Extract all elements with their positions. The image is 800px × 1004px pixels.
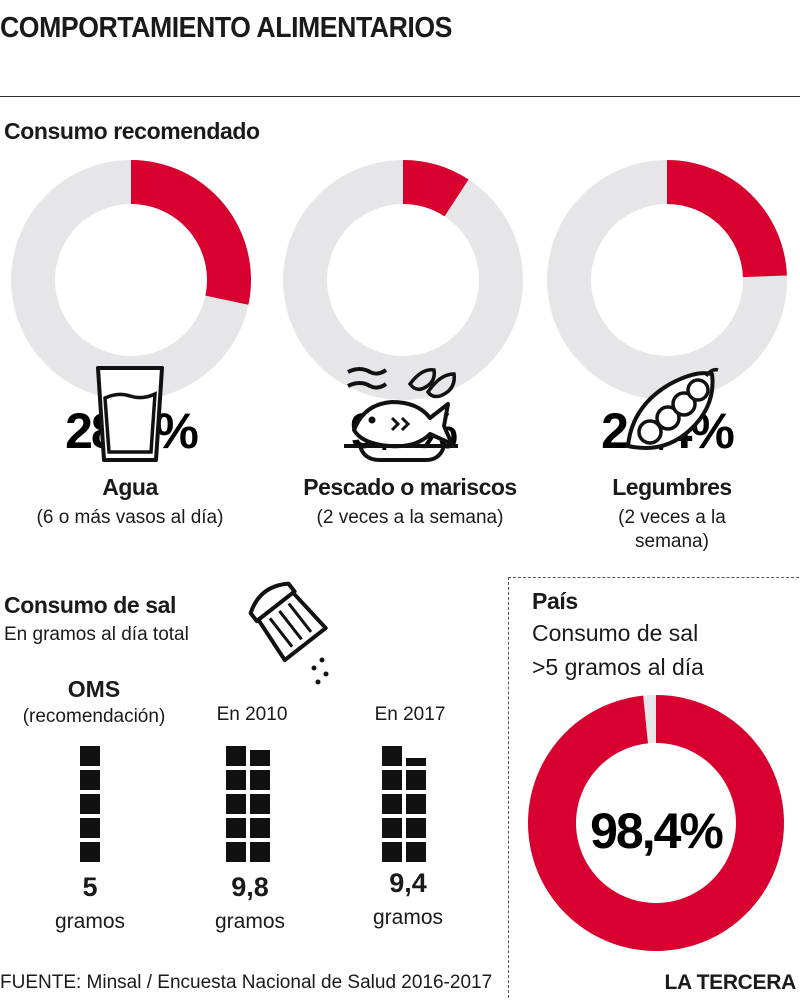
donut-pescado	[283, 160, 523, 400]
salt-gram-block	[80, 818, 100, 838]
sub-agua: (6 o más vasos al día)	[36, 507, 224, 528]
country-panel	[508, 577, 800, 998]
salt-gram-block	[80, 842, 100, 862]
salt-gram-block	[406, 770, 426, 790]
source-footer: FUENTE: Minsal / Encuesta Nacional de Sa…	[0, 972, 493, 993]
salt-gram-block	[250, 818, 270, 838]
donut-2-slice	[667, 160, 787, 278]
donut-agua	[11, 160, 252, 400]
salt-gram-block	[382, 770, 402, 790]
donut-country-slice	[528, 695, 784, 951]
salt-subtitle: En gramos al día total	[4, 624, 189, 645]
title-divider	[0, 96, 800, 97]
col-head2-oms: (recomendación)	[22, 706, 166, 727]
salt-gram-block	[250, 770, 270, 790]
salt-gram-block	[382, 842, 402, 862]
unit-2010: gramos	[214, 910, 286, 933]
col-head-2010: En 2010	[216, 704, 288, 725]
salt-gram-block	[80, 770, 100, 790]
sub-legumbres-line1: (2 veces a la	[618, 507, 726, 528]
salt-gram-block	[382, 794, 402, 814]
salt-gram-block	[226, 842, 246, 862]
value-2010: 9,8	[231, 872, 269, 902]
value-2017: 9,4	[389, 868, 427, 898]
salt-gram-block	[406, 758, 426, 766]
fish-plate-icon	[344, 367, 458, 462]
sub-legumbres-line2: semana)	[635, 531, 709, 552]
salt-gram-block	[80, 794, 100, 814]
pct-label-country: 98,4%	[590, 803, 723, 859]
sub-pescado: (2 veces a la semana)	[316, 507, 504, 528]
donut-legumbres	[547, 160, 787, 400]
donut-1-slice	[403, 160, 469, 217]
salt-gram-block	[406, 842, 426, 862]
salt-gram-block	[250, 750, 270, 766]
salt-gram-block	[382, 746, 402, 766]
country-title: País	[532, 588, 578, 614]
country-line1: Consumo de sal	[532, 620, 699, 646]
salt-gram-block	[382, 818, 402, 838]
salt-shaker-icon	[248, 581, 329, 685]
salt-gram-block	[226, 794, 246, 814]
page-title: COMPORTAMIENTO ALIMENTARIOS	[0, 12, 452, 44]
section-title-recommended: Consumo recomendado	[4, 118, 260, 144]
donut-country	[528, 695, 784, 951]
country-donut: 98,4%	[528, 695, 784, 951]
salt-title: Consumo de sal	[4, 592, 177, 618]
salt-gram-block	[406, 818, 426, 838]
label-legumbres: Legumbres	[612, 474, 732, 500]
donut-0-slice	[131, 160, 252, 305]
salt-gram-block	[226, 770, 246, 790]
salt-gram-block	[250, 842, 270, 862]
label-agua: Agua	[102, 474, 158, 500]
unit-oms: gramos	[54, 910, 126, 933]
value-oms: 5	[82, 872, 98, 902]
salt-gram-block	[250, 794, 270, 814]
salt-gram-block	[80, 746, 100, 766]
pea-pod-icon	[626, 367, 719, 450]
country-line2: >5 gramos al día	[532, 654, 704, 680]
label-pescado: Pescado o mariscos	[303, 474, 517, 500]
salt-gram-block	[226, 746, 246, 766]
unit-2017: gramos	[372, 906, 444, 929]
col-head-2017: En 2017	[374, 704, 446, 725]
donut-1-track	[283, 160, 523, 400]
water-glass-icon	[96, 366, 164, 462]
col-head-oms: OMS	[67, 676, 121, 702]
salt-gram-block	[226, 818, 246, 838]
brand-logo: LA TERCERA	[664, 971, 796, 994]
salt-gram-block	[406, 794, 426, 814]
